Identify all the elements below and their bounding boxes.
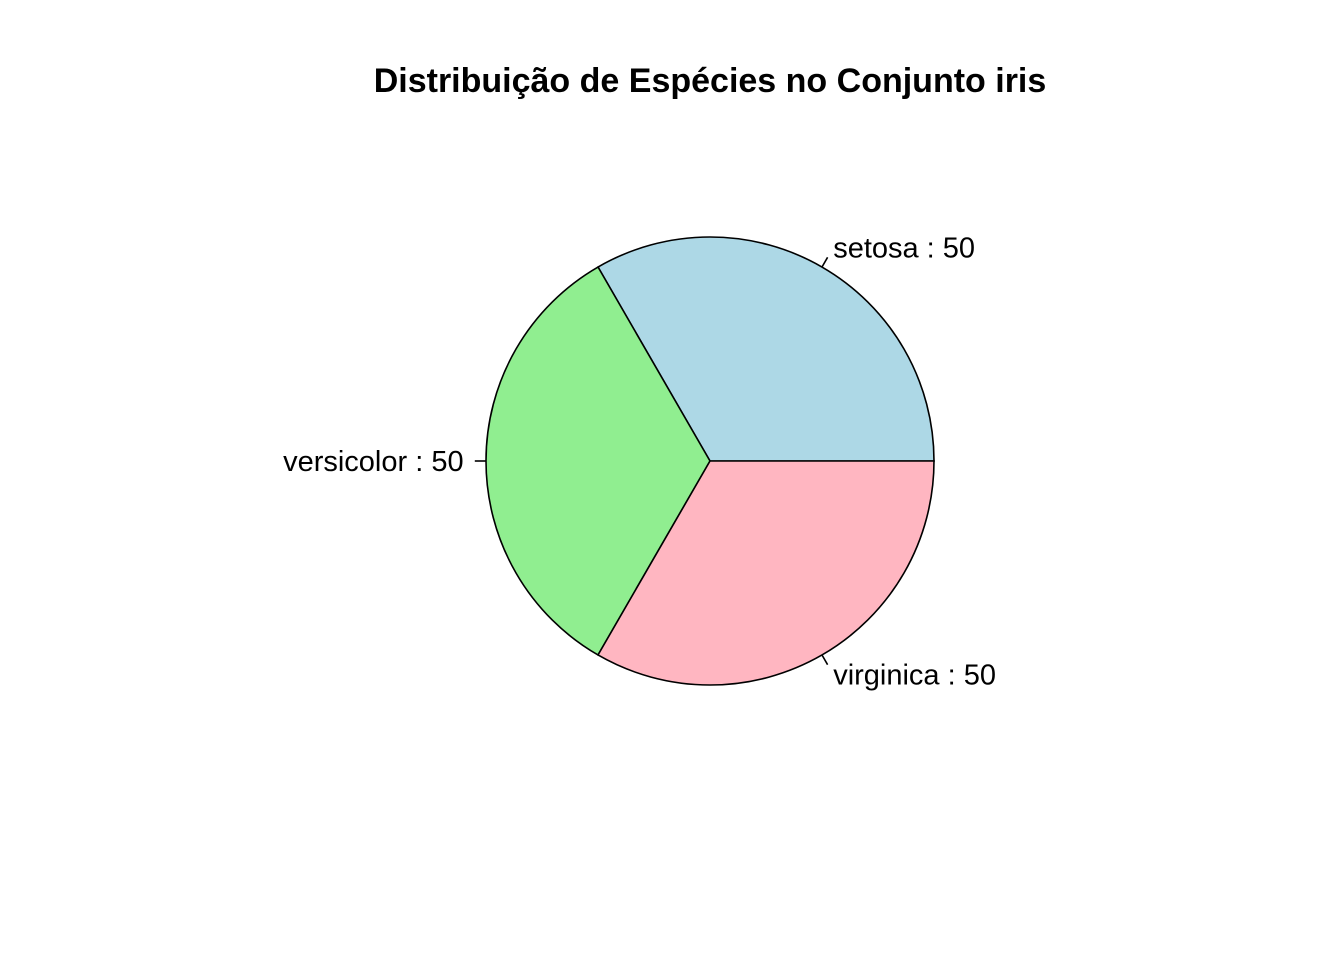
pie-slices bbox=[485, 236, 935, 686]
slice-label-versicolor: versicolor : 50 bbox=[283, 446, 464, 478]
chart-title: Distribuição de Espécies no Conjunto iri… bbox=[374, 62, 1047, 100]
slice-label-virginica: virginica : 50 bbox=[833, 659, 996, 691]
leader-line-virginica bbox=[821, 654, 829, 666]
pie-labels: setosa : 50 versicolor : 50 virginica : 50 bbox=[283, 233, 996, 692]
leader-line-setosa bbox=[821, 256, 829, 268]
slice-label-setosa: setosa : 50 bbox=[833, 233, 975, 265]
pie-leader-lines bbox=[474, 256, 829, 666]
